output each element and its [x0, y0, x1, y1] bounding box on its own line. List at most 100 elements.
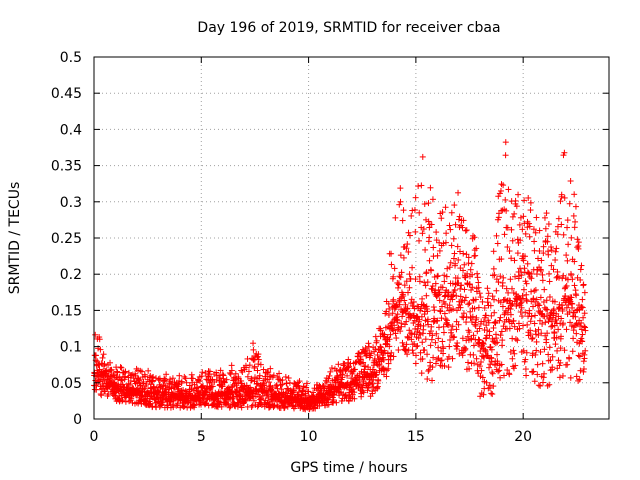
data-point	[345, 356, 352, 363]
data-point	[533, 214, 540, 221]
data-point	[97, 346, 104, 353]
data-point	[373, 371, 380, 378]
data-point	[509, 237, 516, 244]
y-tick-label: 0.25	[51, 231, 82, 247]
data-point	[539, 360, 546, 367]
data-point	[569, 348, 576, 355]
data-point	[279, 377, 286, 384]
data-point	[122, 368, 129, 375]
data-point	[96, 366, 103, 373]
data-point	[296, 378, 303, 385]
data-point	[173, 402, 180, 409]
x-tick-label: 15	[407, 429, 425, 445]
data-point	[170, 397, 177, 404]
data-point	[119, 396, 126, 403]
y-tick-label: 0.35	[51, 159, 82, 175]
data-point	[223, 400, 230, 407]
data-point	[219, 371, 226, 378]
data-point	[447, 259, 454, 266]
data-point	[530, 368, 537, 375]
data-point	[278, 386, 285, 393]
data-point	[446, 343, 453, 350]
data-point	[405, 229, 412, 236]
data-point	[323, 379, 330, 386]
data-point	[422, 336, 429, 343]
data-point	[434, 272, 441, 279]
data-point	[537, 382, 544, 389]
data-point	[92, 331, 99, 338]
data-point	[440, 329, 447, 336]
data-point	[475, 304, 482, 311]
data-point	[570, 335, 577, 342]
data-point	[524, 260, 531, 267]
data-points	[91, 139, 589, 413]
data-point	[546, 294, 553, 301]
data-point	[468, 286, 475, 293]
data-point	[542, 225, 549, 232]
data-point	[345, 364, 352, 371]
data-point	[392, 330, 399, 337]
data-point	[145, 367, 152, 374]
data-point	[104, 385, 111, 392]
data-point	[474, 274, 481, 281]
y-tick-labels: 0 0.05 0.1 0.15 0.2 0.25 0.3 0.35 0.4 0.45 0.5	[51, 50, 82, 428]
data-point	[360, 359, 367, 366]
data-point	[246, 362, 253, 369]
data-point	[522, 230, 529, 237]
data-point	[485, 290, 492, 297]
data-point	[344, 372, 351, 379]
data-point	[258, 396, 265, 403]
data-point	[339, 374, 346, 381]
data-point	[303, 384, 310, 391]
data-point	[546, 270, 553, 277]
data-point	[110, 379, 117, 386]
data-point	[582, 327, 589, 334]
data-point	[491, 296, 498, 303]
data-point	[349, 370, 356, 377]
data-point	[254, 367, 261, 374]
data-point	[383, 308, 390, 315]
data-point	[206, 379, 213, 386]
data-point	[564, 217, 571, 224]
data-point	[133, 399, 140, 406]
data-point	[493, 287, 500, 294]
data-point	[564, 224, 571, 231]
data-point	[442, 316, 449, 323]
y-tick-label: 0.45	[51, 86, 82, 102]
data-point	[577, 266, 584, 273]
data-point	[573, 330, 580, 337]
data-point	[409, 264, 416, 271]
data-point	[445, 364, 452, 371]
data-point	[505, 186, 512, 193]
y-tick-label: 0.15	[51, 303, 82, 319]
data-point	[217, 375, 224, 382]
data-point	[531, 238, 538, 245]
data-point	[296, 385, 303, 392]
data-point	[209, 383, 216, 390]
data-point	[373, 337, 380, 344]
data-point	[541, 346, 548, 353]
data-point	[325, 375, 332, 382]
data-point	[552, 248, 559, 255]
data-point	[108, 367, 115, 374]
data-point	[548, 323, 555, 330]
data-point	[386, 336, 393, 343]
data-point	[219, 383, 226, 390]
data-point	[425, 368, 432, 375]
data-point	[532, 328, 539, 335]
data-point	[554, 273, 561, 280]
data-point	[430, 244, 437, 251]
data-point	[509, 213, 516, 220]
chart-title: Day 196 of 2019, SRMTID for receiver cba…	[197, 20, 500, 36]
data-point	[494, 240, 501, 247]
data-point	[226, 404, 233, 411]
data-point	[435, 324, 442, 331]
data-point	[527, 199, 534, 206]
data-point	[374, 352, 381, 359]
data-point	[400, 254, 407, 261]
data-point	[416, 237, 423, 244]
data-point	[100, 351, 107, 358]
plot-frame	[93, 56, 610, 420]
data-point	[127, 377, 134, 384]
data-point	[397, 274, 404, 281]
